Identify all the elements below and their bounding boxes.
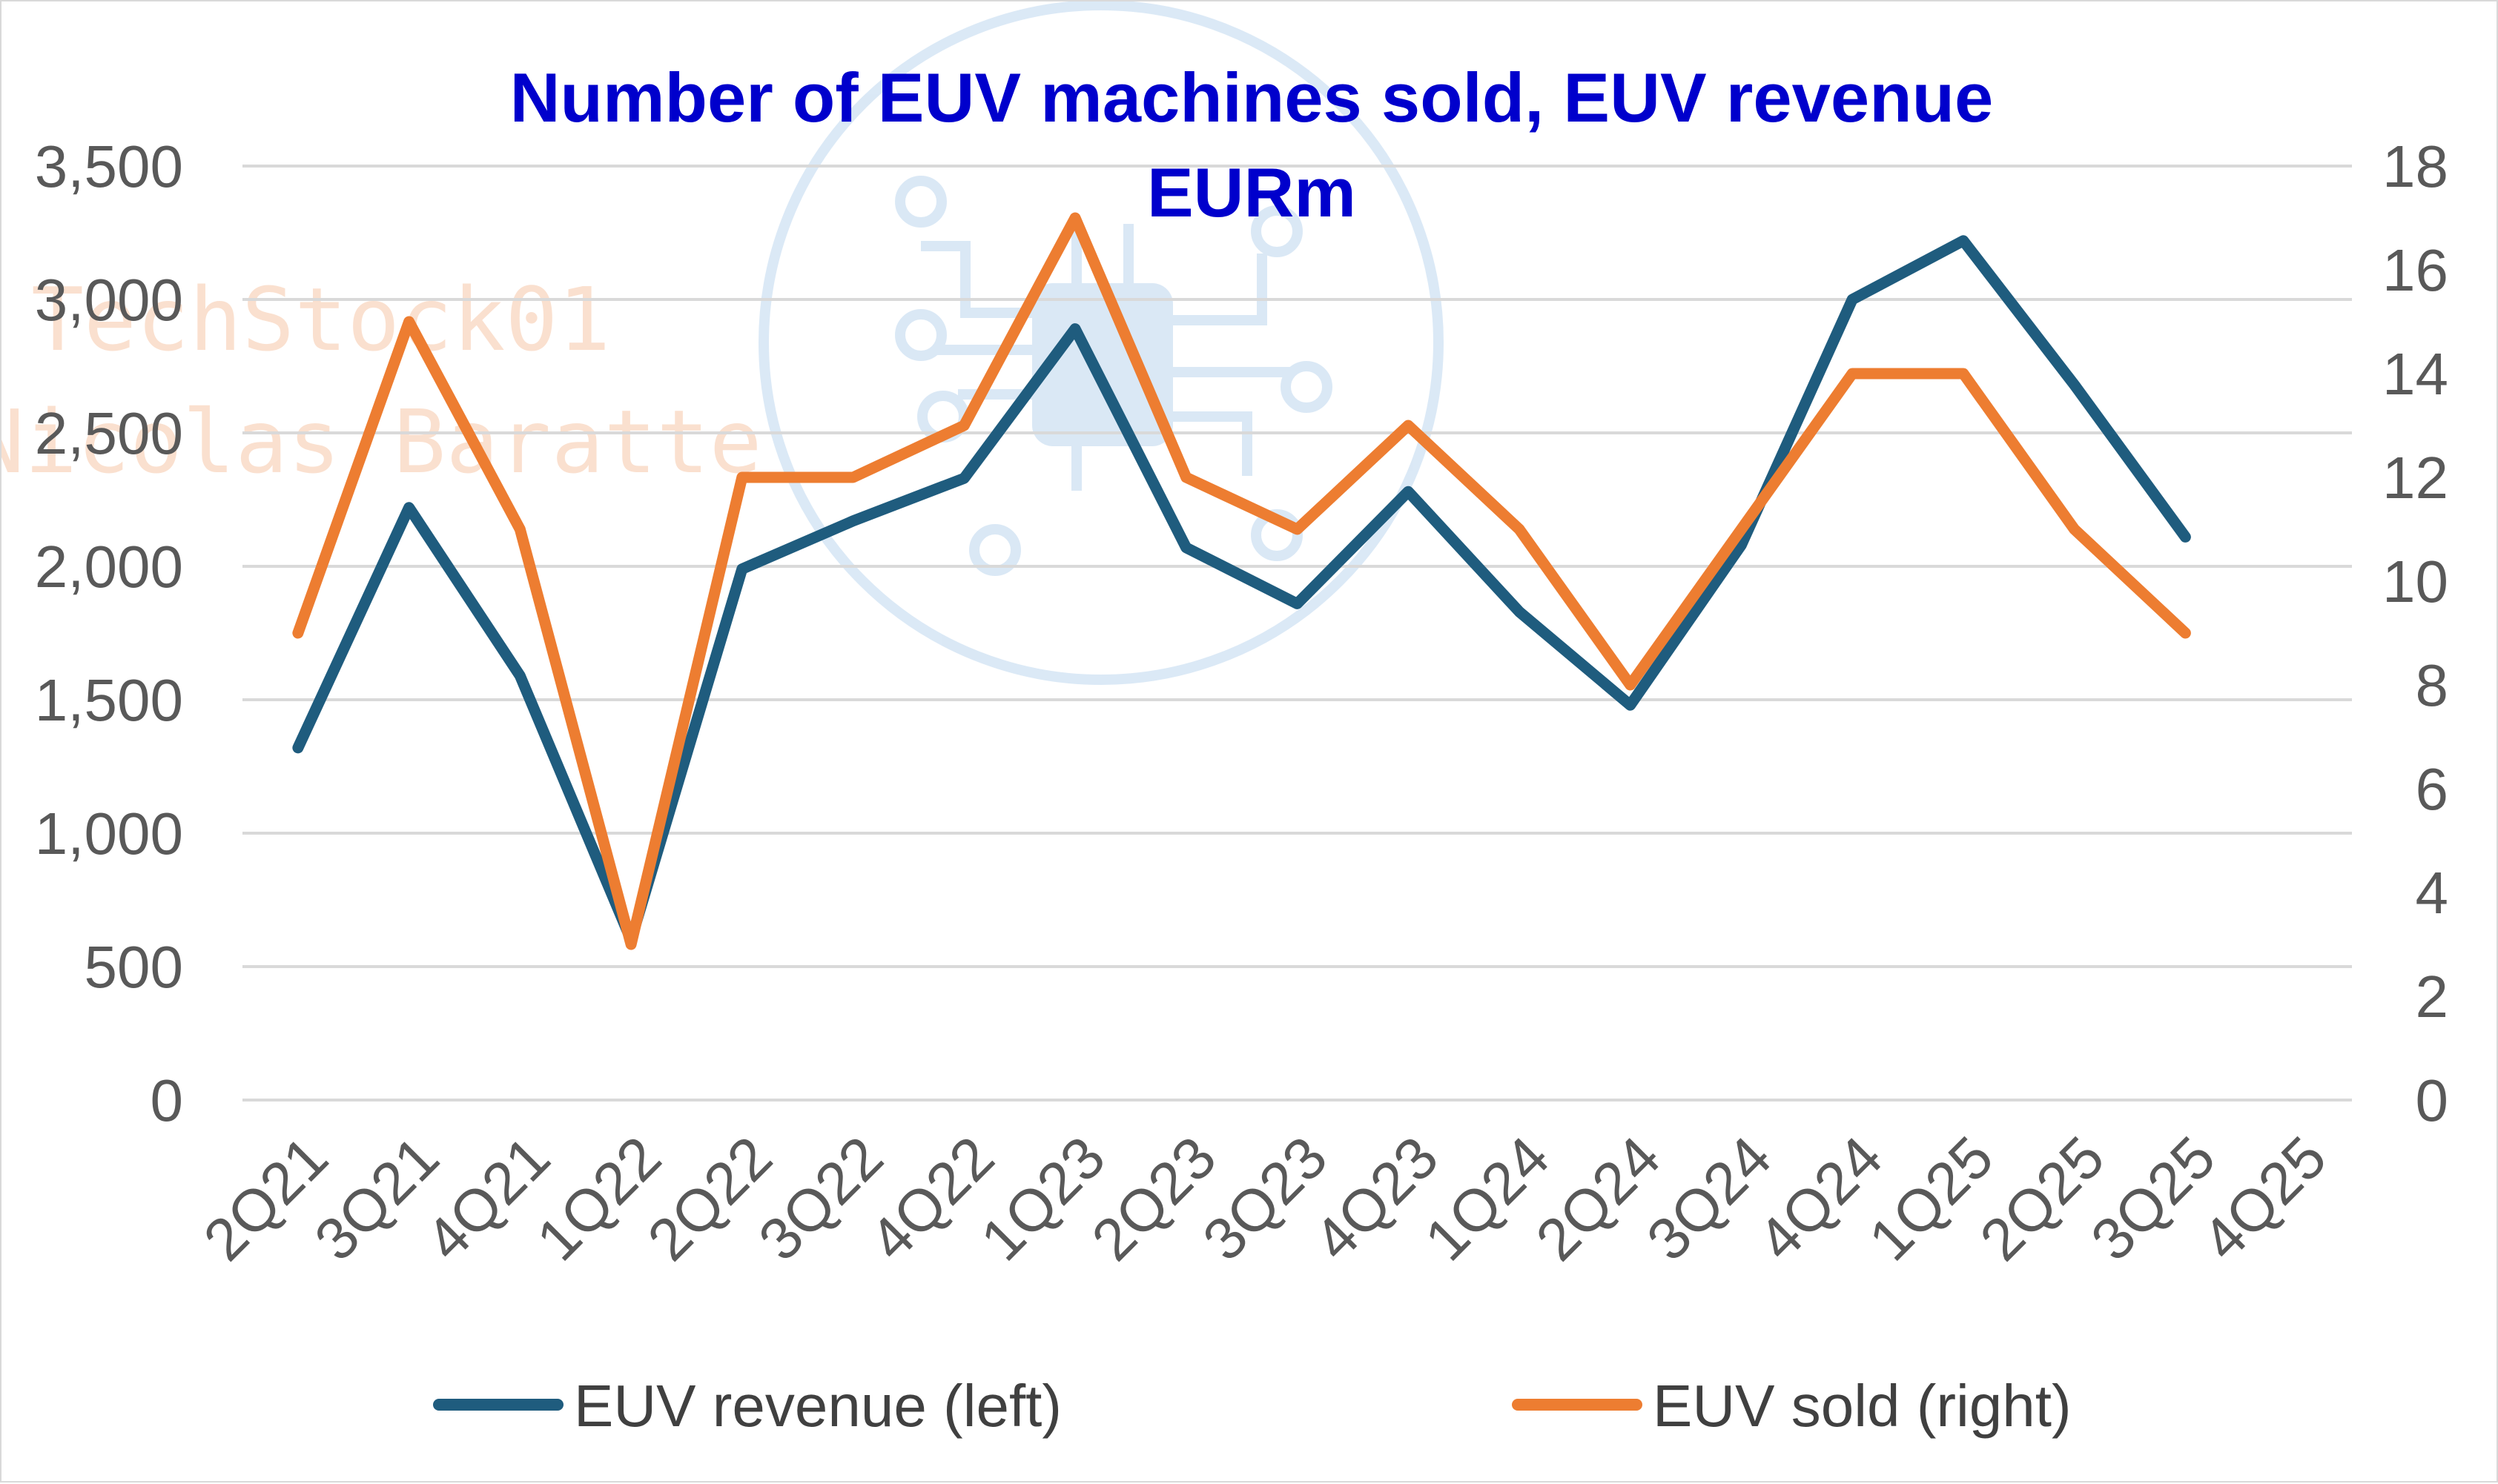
right-tick-label: 0 bbox=[2416, 1067, 2449, 1133]
x-tick-label: 1Q22 bbox=[524, 1124, 673, 1273]
left-tick-label: 0 bbox=[151, 1067, 184, 1133]
data-point bbox=[1851, 299, 1854, 300]
data-point bbox=[2184, 536, 2187, 538]
data-point bbox=[1185, 546, 1187, 549]
x-axis-ticks: 2Q213Q214Q211Q222Q223Q224Q221Q232Q233Q23… bbox=[191, 1124, 2339, 1273]
x-tick-label: 2Q25 bbox=[1967, 1124, 2116, 1273]
x-tick-label: 2Q24 bbox=[1523, 1124, 1672, 1273]
data-point bbox=[2184, 632, 2187, 634]
data-point bbox=[519, 675, 521, 677]
data-point bbox=[1185, 477, 1187, 478]
legend: EUV revenue (left) EUV sold (right) bbox=[433, 1373, 2072, 1439]
right-tick-label: 12 bbox=[2382, 445, 2448, 511]
chart-title-line-1: Number of EUV machines sold, EUV revenue bbox=[510, 59, 1994, 136]
left-tick-label: 2,000 bbox=[35, 534, 183, 600]
data-point bbox=[1074, 217, 1077, 219]
data-point bbox=[1407, 491, 1410, 493]
x-tick-label: 3Q25 bbox=[2078, 1124, 2227, 1273]
right-tick-label: 14 bbox=[2382, 341, 2448, 407]
x-tick-label: 2Q23 bbox=[1079, 1124, 1228, 1273]
left-tick-label: 500 bbox=[85, 934, 183, 1000]
data-point bbox=[2073, 529, 2075, 530]
data-point bbox=[741, 568, 743, 570]
data-point bbox=[1629, 684, 1631, 686]
x-tick-label: 2Q21 bbox=[191, 1124, 340, 1273]
data-point bbox=[519, 529, 521, 530]
legend-label-revenue: EUV revenue (left) bbox=[574, 1373, 1062, 1439]
x-tick-label: 1Q24 bbox=[1412, 1124, 1562, 1273]
data-point bbox=[1518, 529, 1520, 530]
data-point bbox=[1740, 529, 1742, 530]
right-tick-label: 18 bbox=[2382, 133, 2448, 199]
watermark-text: TechStock01 Nicolas Baratte bbox=[1, 268, 762, 493]
data-point bbox=[408, 506, 410, 509]
data-point bbox=[741, 477, 743, 478]
data-point bbox=[1407, 425, 1410, 426]
x-tick-label: 4Q25 bbox=[2190, 1124, 2339, 1273]
x-tick-label: 3Q22 bbox=[746, 1124, 895, 1273]
left-axis-ticks: 0 500 1,000 1,500 2,000 2,500 3,000 3,500 bbox=[35, 133, 183, 1133]
right-tick-label: 4 bbox=[2416, 860, 2449, 926]
data-point bbox=[852, 520, 854, 522]
left-tick-label: 3,000 bbox=[35, 267, 183, 333]
x-tick-label: 1Q25 bbox=[1857, 1124, 2006, 1273]
series-layer bbox=[292, 212, 2191, 950]
data-point bbox=[1629, 704, 1631, 706]
right-tick-label: 8 bbox=[2416, 652, 2449, 718]
x-tick-label: 3Q23 bbox=[1190, 1124, 1339, 1273]
data-point bbox=[852, 477, 854, 478]
chart-title: Number of EUV machines sold, EUV revenue… bbox=[510, 59, 1994, 231]
data-point bbox=[1518, 611, 1520, 613]
legend-label-sold: EUV sold (right) bbox=[1653, 1373, 2072, 1439]
right-tick-label: 6 bbox=[2416, 756, 2449, 822]
chip-circuit-icon bbox=[759, 1, 1444, 685]
data-point bbox=[408, 321, 410, 322]
x-tick-label: 4Q23 bbox=[1301, 1124, 1450, 1273]
data-point bbox=[1851, 373, 1854, 374]
x-tick-label: 4Q22 bbox=[857, 1124, 1006, 1273]
left-tick-label: 2,500 bbox=[35, 400, 183, 466]
data-point bbox=[1740, 544, 1742, 546]
x-tick-label: 2Q22 bbox=[635, 1124, 784, 1273]
left-tick-label: 1,000 bbox=[35, 801, 183, 867]
left-tick-label: 1,500 bbox=[35, 667, 183, 733]
gridlines bbox=[242, 165, 2352, 1102]
data-point bbox=[1074, 328, 1077, 330]
right-axis-ticks: 0 2 4 6 8 10 12 14 16 18 bbox=[2382, 133, 2448, 1133]
data-point bbox=[1296, 529, 1298, 530]
x-tick-label: 1Q23 bbox=[968, 1124, 1117, 1273]
watermark-line-1: TechStock01 bbox=[31, 268, 610, 371]
data-point bbox=[297, 746, 299, 749]
data-point bbox=[1296, 603, 1298, 605]
x-tick-label: 4Q24 bbox=[1745, 1124, 1894, 1273]
x-tick-label: 3Q24 bbox=[1634, 1124, 1783, 1273]
x-tick-label: 4Q21 bbox=[413, 1124, 562, 1273]
data-point bbox=[1962, 373, 1964, 374]
data-point bbox=[963, 425, 965, 426]
x-tick-label: 3Q21 bbox=[302, 1124, 451, 1273]
data-point bbox=[630, 944, 632, 945]
left-tick-label: 3,500 bbox=[35, 133, 183, 199]
right-tick-label: 10 bbox=[2382, 549, 2448, 615]
right-tick-label: 2 bbox=[2416, 964, 2449, 1030]
data-point bbox=[963, 477, 965, 480]
chart-title-line-2: EURm bbox=[1147, 153, 1356, 231]
series-line-euv-sold bbox=[292, 212, 2191, 950]
right-tick-label: 16 bbox=[2382, 237, 2448, 303]
data-point bbox=[1962, 239, 1964, 242]
data-point bbox=[2073, 384, 2075, 386]
data-point bbox=[297, 632, 299, 634]
